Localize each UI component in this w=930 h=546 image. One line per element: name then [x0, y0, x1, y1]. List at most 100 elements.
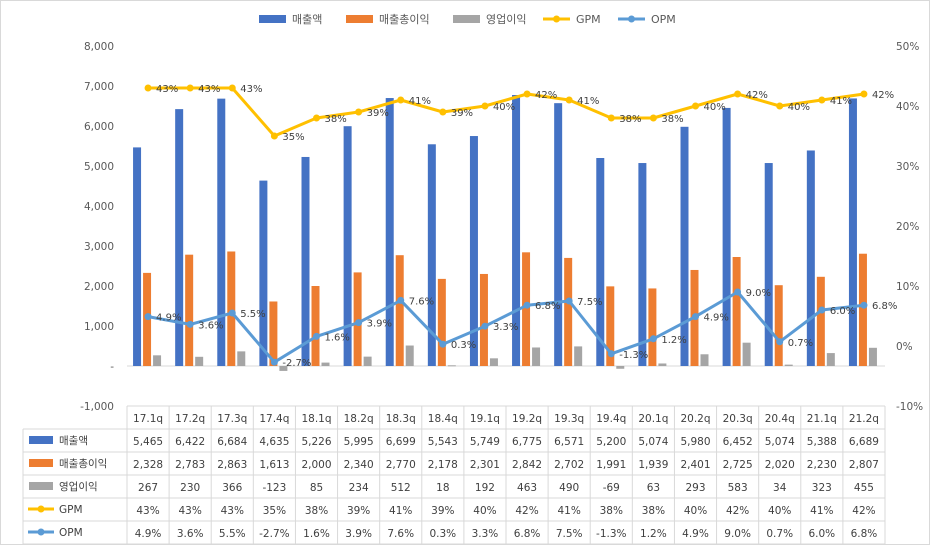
bar-operating-profit-21.1q [826, 353, 835, 366]
bar-sales-18.4q [427, 144, 436, 366]
bar-sales-17.2q [175, 109, 184, 367]
gpm-point-19.3q [565, 96, 573, 104]
right-axis-tick: -10% [896, 401, 923, 413]
opm-point-21.2q [860, 301, 868, 309]
table-cell-sales: 5,074 [638, 436, 668, 448]
table-category-20.3q: 20.3q [723, 413, 753, 425]
bar-gross-profit-17.4q [269, 301, 278, 366]
table-category-17.4q: 17.4q [259, 413, 289, 425]
table-cell-operating-profit: 366 [222, 482, 242, 494]
table-cell-gpm: 43% [178, 505, 201, 517]
bar-operating-profit-17.1q [153, 355, 162, 366]
table-cell-sales: 5,200 [596, 436, 626, 448]
left-axis-tick: - [110, 361, 114, 373]
gpm-point-18.2q [355, 108, 363, 116]
opm-point-19.3q [565, 297, 573, 305]
gpm-data-label: 42% [746, 90, 768, 101]
table-legend-marker-gpm [37, 505, 45, 513]
bar-gross-profit-17.2q [185, 254, 194, 366]
right-axis-tick: 0% [896, 341, 913, 353]
table-cell-opm: 9.0% [724, 528, 751, 540]
table-cell-gross-profit: 2,863 [217, 459, 247, 471]
right-axis-tick: 50% [896, 41, 919, 53]
bar-gross-profit-20.3q [732, 257, 741, 366]
opm-point-20.1q [649, 335, 657, 343]
bar-gross-profit-19.1q [479, 273, 488, 366]
table-cell-gross-profit: 2,770 [386, 459, 416, 471]
bar-gross-profit-18.2q [353, 272, 362, 366]
bar-sales-17.1q [133, 147, 142, 366]
opm-data-label: 5.5% [240, 309, 265, 320]
table-cell-gross-profit: 2,807 [849, 459, 879, 471]
bar-sales-19.2q [512, 95, 521, 366]
gpm-data-label: 42% [872, 90, 894, 101]
opm-line [147, 290, 865, 364]
gpm-point-17.4q [270, 132, 278, 140]
bar-operating-profit-19.4q [616, 366, 625, 369]
left-axis-tick: 2,000 [84, 281, 114, 293]
legend-swatch-gross-profit [346, 15, 373, 23]
bar-gross-profit-21.1q [816, 276, 825, 366]
table-cell-gross-profit: 2,340 [344, 459, 374, 471]
table-row-label-gpm: GPM [59, 504, 83, 516]
gpm-line [148, 86, 865, 138]
table-cell-opm: 5.5% [219, 528, 246, 540]
bar-gross-profit-19.3q [564, 257, 573, 366]
table-row-label-gross-profit: 매출총이익 [59, 458, 107, 470]
table-cell-operating-profit: 293 [685, 482, 705, 494]
table-category-19.2q: 19.2q [512, 413, 542, 425]
table-cell-sales: 6,452 [723, 436, 753, 448]
left-axis-tick: 8,000 [84, 41, 114, 53]
table-cell-sales: 6,571 [554, 436, 584, 448]
table-cell-gross-profit: 2,230 [807, 459, 837, 471]
table-cell-opm: 6.8% [514, 528, 541, 540]
gpm-data-label: 43% [198, 84, 220, 95]
table-cell-operating-profit: 583 [728, 482, 748, 494]
bar-gross-profit-21.2q [858, 253, 867, 366]
table-cell-sales: 6,689 [849, 436, 879, 448]
gpm-point-19.1q [481, 102, 489, 110]
table-cell-operating-profit: 463 [517, 482, 537, 494]
right-axis-tick: 40% [896, 101, 919, 113]
opm-point-18.1q [313, 332, 320, 340]
gpm-point-17.1q [144, 84, 152, 92]
table-legend-marker-opm [37, 528, 45, 536]
table-cell-operating-profit: 18 [436, 482, 449, 494]
table-cell-sales: 6,699 [386, 436, 416, 448]
bar-gross-profit-18.4q [437, 278, 446, 366]
gpm-data-label: 40% [788, 102, 810, 113]
gpm-point-21.2q [860, 90, 868, 98]
gpm-data-label: 38% [661, 114, 683, 125]
bar-sales-19.1q [469, 136, 478, 366]
table-cell-gpm: 42% [852, 505, 875, 517]
table-cell-operating-profit: 234 [349, 482, 369, 494]
opm-data-label: 6.8% [872, 301, 897, 312]
table-cell-gross-profit: 2,301 [470, 459, 500, 471]
table-cell-gpm: 40% [768, 505, 791, 517]
left-axis-tick: 7,000 [84, 81, 114, 93]
opm-data-label: 0.3% [451, 340, 476, 351]
table-cell-gpm: 43% [221, 505, 244, 517]
gpm-point-20.4q [776, 102, 784, 110]
opm-data-label: -2.7% [282, 358, 311, 369]
left-axis-tick: 3,000 [84, 241, 114, 253]
table-category-18.4q: 18.4q [428, 413, 458, 425]
bar-sales-20.3q [722, 107, 731, 367]
table-category-18.3q: 18.3q [386, 413, 416, 425]
table-cell-opm: 3.6% [177, 528, 204, 540]
table-cell-opm: 6.8% [851, 528, 878, 540]
gpm-point-19.2q [523, 90, 531, 98]
opm-point-19.1q [481, 322, 489, 330]
bar-gross-profit-18.1q [311, 286, 320, 366]
bar-sales-21.1q [806, 150, 815, 366]
bar-sales-18.2q [343, 126, 352, 366]
table-category-19.4q: 19.4q [596, 413, 626, 425]
left-axis-tick: 4,000 [84, 201, 114, 213]
opm-data-label: 7.6% [409, 296, 434, 307]
bar-sales-19.4q [596, 158, 605, 366]
table-cell-gpm: 39% [347, 505, 370, 517]
table-cell-gpm: 41% [389, 505, 412, 517]
opm-point-17.2q [186, 320, 194, 328]
opm-data-label: 7.5% [577, 297, 602, 308]
